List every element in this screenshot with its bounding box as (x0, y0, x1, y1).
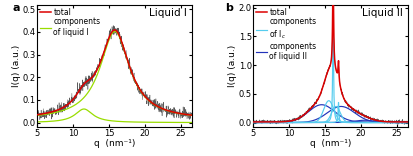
components
of I$_c$ (404, 122, 409, 124)
Text: Liquid II: Liquid II (361, 8, 402, 18)
components
of I$_c$ (325, 100, 330, 102)
total (112, 29, 117, 31)
Y-axis label: I(q) (a.u.): I(q) (a.u.) (228, 45, 237, 87)
Line: total: total (37, 30, 191, 115)
components
of liquid I (35, 115, 40, 116)
Line: components
of liquid I: components of liquid I (37, 32, 191, 115)
Line: total: total (253, 0, 407, 122)
total (133, 81, 138, 83)
total (152, 104, 157, 105)
components
of liquid I (44, 113, 49, 115)
total (404, 121, 409, 123)
total (331, 58, 336, 60)
total (168, 110, 173, 112)
Y-axis label: I(q) (a.u.): I(q) (a.u.) (12, 45, 21, 87)
Line: components
of I$_c$: components of I$_c$ (253, 101, 407, 123)
components
of liquid II (318, 104, 323, 106)
components
of liquid I (168, 111, 173, 112)
components
of liquid I (133, 82, 138, 83)
components
of liquid II (276, 121, 281, 123)
components
of I$_c$ (317, 116, 322, 118)
components
of I$_c$ (250, 122, 255, 124)
components
of liquid I (112, 31, 117, 32)
Text: b: b (225, 3, 233, 13)
total (276, 121, 281, 123)
components
of liquid I (152, 104, 157, 106)
total (44, 112, 49, 114)
components
of liquid II (404, 121, 409, 123)
Text: Liquid I: Liquid I (149, 8, 187, 18)
components
of I$_c$ (276, 122, 281, 124)
total (124, 58, 129, 60)
total (189, 114, 194, 116)
total (317, 93, 322, 95)
total (271, 121, 276, 123)
components
of I$_c$ (331, 110, 336, 112)
components
of liquid II (317, 104, 322, 106)
total (302, 113, 307, 115)
components
of I$_c$ (302, 122, 307, 124)
components
of liquid II (331, 111, 336, 112)
total (250, 121, 255, 123)
Legend: total, components
of I$_c$, components
of liquid II: total, components of I$_c$, components o… (255, 7, 317, 62)
total (35, 114, 40, 116)
components
of liquid I (124, 59, 129, 61)
X-axis label: q  (nm⁻¹): q (nm⁻¹) (309, 139, 351, 148)
Text: a: a (12, 3, 20, 13)
total (128, 70, 133, 72)
Line: components
of liquid II: components of liquid II (253, 105, 407, 122)
components
of liquid II (302, 113, 307, 115)
Legend: total, components
of liquid I: total, components of liquid I (40, 7, 101, 38)
components
of liquid I (189, 114, 194, 116)
components
of liquid II (250, 121, 255, 123)
components
of liquid I (128, 71, 133, 73)
components
of I$_c$ (271, 122, 276, 124)
X-axis label: q  (nm⁻¹): q (nm⁻¹) (93, 139, 135, 148)
components
of liquid II (335, 113, 339, 115)
components
of I$_c$ (335, 117, 339, 119)
total (335, 69, 339, 71)
components
of liquid II (271, 121, 276, 123)
